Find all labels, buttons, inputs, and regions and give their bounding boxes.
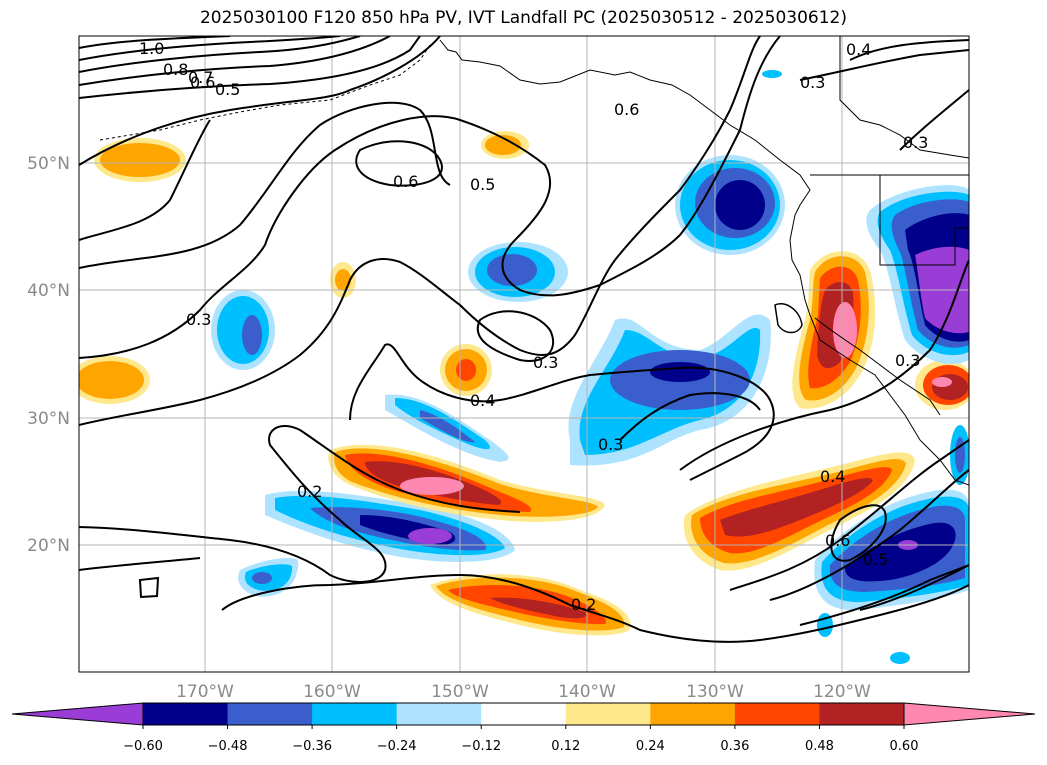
contour-label: 0.2 [571,595,596,614]
colorbar-tick-label: 0.48 [805,739,834,754]
contour-label: 0.5 [863,550,888,569]
contour-label: 0.2 [297,482,322,501]
colorbar-tick-label: −0.48 [208,739,248,754]
colorbar-tick-label: −0.12 [461,739,501,754]
colorbar-tick-label: 0.12 [551,739,580,754]
graticule [79,36,969,672]
lat-label: 20°N [27,536,70,556]
contour-label: 0.3 [800,73,825,92]
contour-label: 0.6 [614,100,639,119]
lat-label: 30°N [27,409,70,429]
lon-label: 140°W [558,682,616,702]
contour-label: 0.6 [190,73,215,92]
lon-label: 170°W [176,682,234,702]
colorbar-tick-label: 0.24 [636,739,665,754]
contour-label: 0.3 [903,133,928,152]
colorbar-cell [312,703,398,725]
lon-label: 150°W [431,682,489,702]
contour-label: 1.0 [139,39,164,58]
contour-labels: 1.0 0.8 0.7 0.6 0.5 0.6 0.5 0.6 0.4 0.3 … [139,39,928,614]
lat-label: 40°N [27,281,70,301]
contour-label: 0.4 [820,467,845,486]
contour-label: 0.3 [598,435,623,454]
colorbar-ticks: −0.60 −0.48 −0.36 −0.24 −0.12 0.12 0.24 0.36 0.4… [123,725,918,754]
colorbar-cell [734,703,820,725]
lat-label: 50°N [27,154,70,174]
lon-label: 160°W [303,682,361,702]
contour-label: 0.7 [188,68,213,87]
contour-label: 0.4 [846,40,871,59]
colorbar-cell [481,703,567,725]
colorbar-cell [650,703,736,725]
colorbar-cell [227,703,313,725]
contour-label: 0.6 [825,531,850,550]
contour-label: 0.8 [163,60,188,79]
contour-label: 0.6 [393,172,418,191]
lon-label: 120°W [813,682,871,702]
map-frame [78,35,970,673]
colorbar-cell [819,703,905,725]
colorbar-tick-label: −0.36 [292,739,332,754]
contour-label: 0.3 [533,353,558,372]
colorbar-extend-max [903,702,1036,726]
colorbar-tick-label: −0.60 [123,739,163,754]
contour-label: 0.3 [186,310,211,329]
colorbar-tick-label: −0.24 [377,739,417,754]
latitude-labels: 50°N 40°N 30°N 20°N [27,154,70,556]
contour-label: 0.3 [895,351,920,370]
ivt-shading [79,70,969,664]
map-area: 1.0 0.8 0.7 0.6 0.5 0.6 0.5 0.6 0.4 0.3 … [79,36,969,672]
contour-label: 0.5 [215,80,240,99]
lon-label: 130°W [686,682,744,702]
map-title: 2025030100 F120 850 hPa PV, IVT Landfall… [199,8,847,28]
colorbar-cells [143,703,905,725]
colorbar-tick-label: 0.36 [720,739,749,754]
pv-contours [79,36,969,643]
contour-label: 0.4 [470,391,495,410]
colorbar: −0.60 −0.48 −0.36 −0.24 −0.12 0.12 0.24 0.36 0.4… [11,702,1036,754]
colorbar-extend-min [11,702,144,726]
colorbar-cell [143,703,229,725]
contour-label: 0.5 [470,175,495,194]
colorbar-cell [396,703,482,725]
colorbar-tick-label: 0.60 [890,739,919,754]
colorbar-cell [565,703,651,725]
longitude-labels: 170°W 160°W 150°W 140°W 130°W 120°W [176,682,871,702]
